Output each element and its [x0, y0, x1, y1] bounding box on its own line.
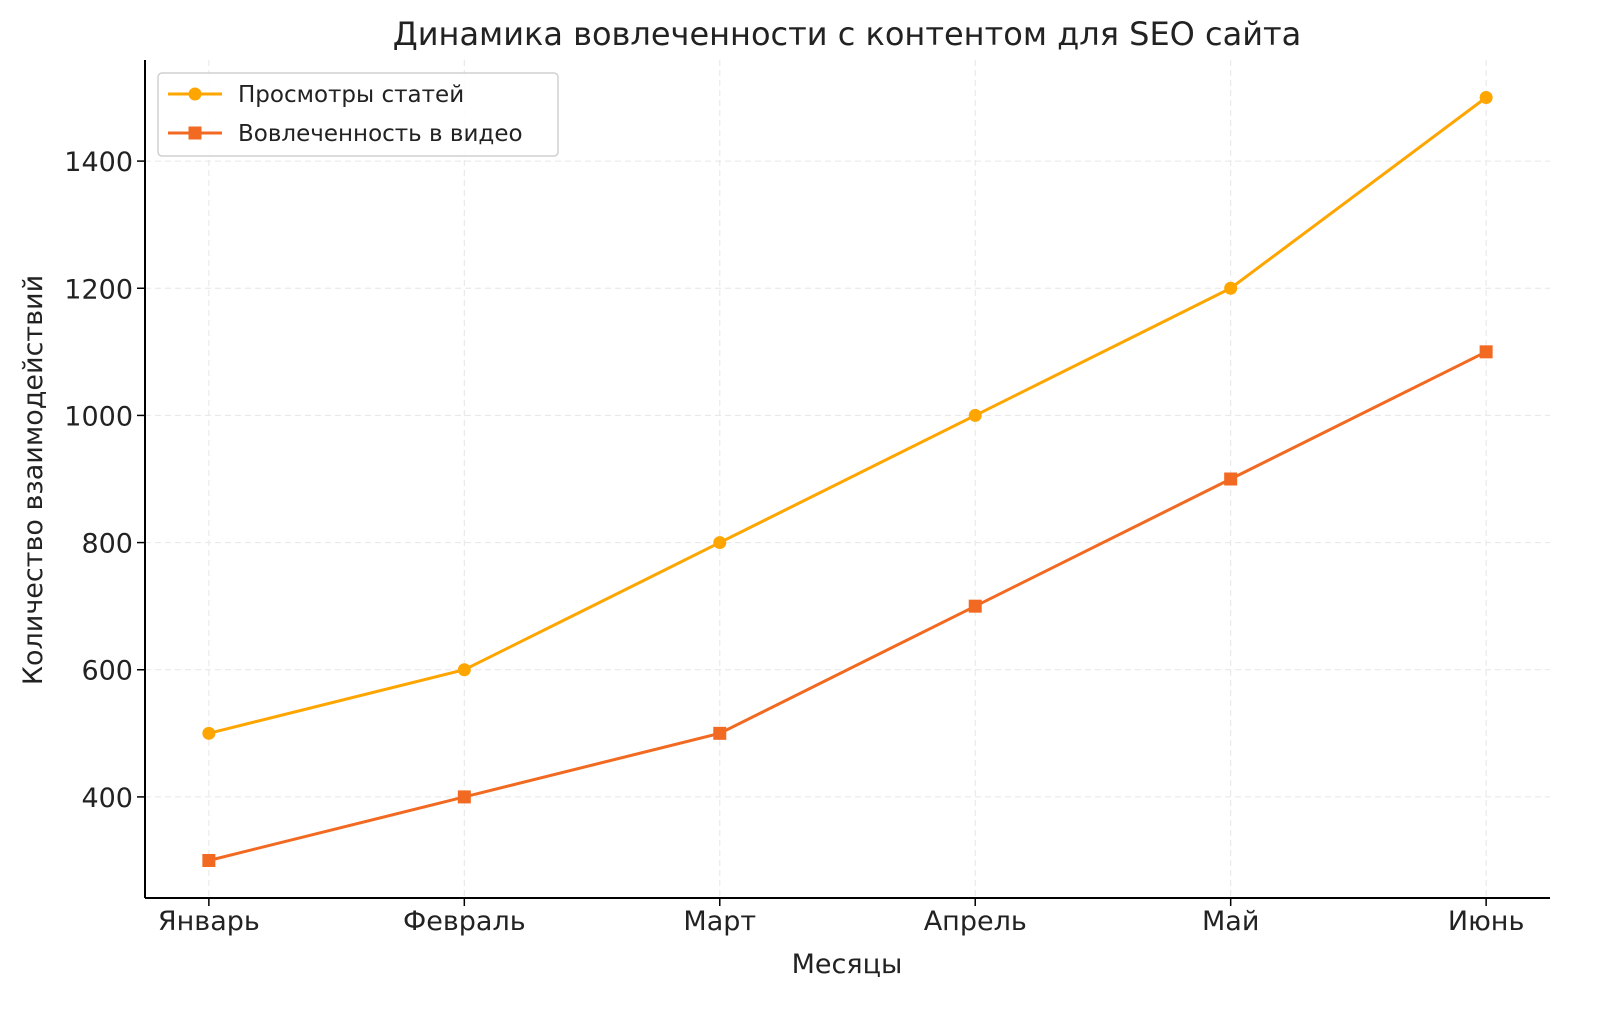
y-tick-label: 1200	[64, 274, 133, 305]
x-axis-label: Месяцы	[792, 949, 903, 980]
series-lines	[202, 91, 1493, 867]
x-tick-label: Январь	[158, 906, 260, 937]
x-tick-label: Апрель	[924, 906, 1027, 937]
data-point-circle	[968, 408, 982, 422]
data-point-circle	[1479, 91, 1493, 105]
x-tick-label: Март	[683, 906, 756, 937]
data-point-square	[188, 126, 202, 140]
x-tick-label: Июнь	[1448, 906, 1525, 937]
legend-label: Вовлеченность в видео	[238, 121, 523, 147]
data-point-square	[1479, 345, 1493, 359]
data-point-square	[1224, 472, 1238, 486]
legend: Просмотры статей Вовлеченность в видео	[157, 72, 559, 157]
data-point-square	[202, 853, 216, 867]
data-point-circle	[713, 536, 727, 550]
x-tick-label: Февраль	[403, 906, 526, 937]
y-tick-label: 800	[81, 529, 133, 560]
data-point-square	[713, 726, 727, 740]
y-tick-label: 400	[81, 783, 133, 814]
data-point-circle	[202, 726, 216, 740]
x-tick-label: Май	[1202, 906, 1259, 937]
data-point-square	[457, 790, 471, 804]
chart-title: Динамика вовлеченности с контентом для S…	[393, 15, 1302, 53]
series-line	[208, 96, 1488, 735]
data-point-square	[968, 599, 982, 613]
data-point-circle	[1224, 281, 1238, 295]
y-tick-label: 1400	[64, 147, 133, 178]
grid	[145, 60, 1550, 898]
axes: Январь Февраль Март Апрель Май Июнь 400 600 800 1…	[64, 60, 1550, 937]
y-tick-label: 1000	[64, 401, 133, 432]
legend-label: Просмотры статей	[238, 82, 464, 108]
series-line	[208, 350, 1487, 862]
data-point-circle	[457, 663, 471, 677]
data-point-circle	[188, 87, 202, 101]
y-tick-label: 600	[81, 656, 133, 687]
legend-box	[157, 72, 559, 157]
y-axis-label: Количество взаимодействий	[18, 275, 49, 685]
